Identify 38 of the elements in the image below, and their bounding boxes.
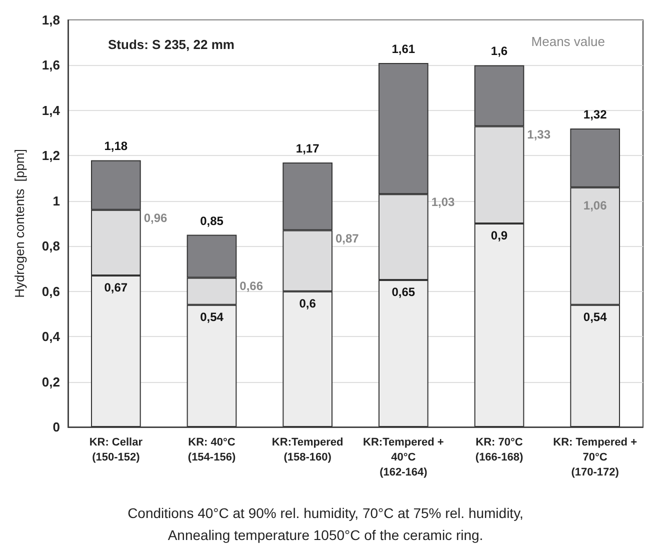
annotation: 1,18 — [104, 139, 128, 154]
annotation: 1,06 — [583, 198, 608, 212]
x-tick-label: KR: 40°C (154-156) — [188, 436, 236, 464]
annotation: 0,9 — [490, 228, 508, 242]
y-tick-label: 0,8 — [42, 238, 60, 254]
x-tick-label: KR: Tempered + 70°C (170-172) — [553, 436, 638, 478]
annotation: 0,65 — [392, 285, 416, 300]
annotation: 0,6 — [299, 296, 316, 310]
text: Conditions 40°C at 90% rel. humidity, 70°C at 75% rel. humidity, Annealing temperature 1050°C of the ceramic ring. — [128, 505, 524, 543]
annotation: 1,03 — [431, 195, 456, 210]
annotation: 0,54 — [200, 310, 224, 324]
annotation: 1,33 — [527, 127, 551, 142]
annotation: Studs: S 235, 22 mm — [108, 37, 234, 52]
annotation: 0,85 — [200, 214, 224, 228]
y-axis-title: Hydrogen contents [ppm] — [12, 149, 27, 298]
annotation: 1,6 — [490, 44, 508, 58]
y-tick-label: 1,2 — [42, 148, 60, 164]
x-tick-label: KR: Cellar (150-152) — [89, 436, 144, 464]
annotation: Means value — [531, 34, 606, 49]
annotation: 0,96 — [144, 210, 168, 225]
annotation: 1,17 — [296, 141, 320, 156]
x-tick-label: KR:Tempered + 40°C (162-164) — [363, 436, 444, 478]
annotation: 0,87 — [336, 231, 360, 246]
y-tick-label: 0,2 — [42, 374, 60, 390]
annotation: 1,61 — [392, 42, 416, 56]
y-tick-label: 1,4 — [42, 102, 61, 118]
y-tick-label: 0 — [52, 420, 60, 434]
annotation: 0,67 — [104, 280, 128, 295]
x-tick-label: KR:Tempered (158-160) — [272, 436, 344, 464]
annotation: 0,66 — [240, 278, 264, 293]
y-tick-label: 1 — [52, 193, 60, 208]
annotation: 0,54 — [583, 310, 608, 324]
y-tick-label: 0,6 — [42, 284, 60, 299]
y-tick-label: 0,4 — [42, 329, 61, 344]
annotation: 1,32 — [583, 108, 608, 122]
x-tick-label: KR: 70°C (166-168) — [475, 436, 524, 464]
y-tick-label: 1,8 — [42, 12, 60, 28]
y-tick-label: 1,6 — [42, 58, 60, 73]
